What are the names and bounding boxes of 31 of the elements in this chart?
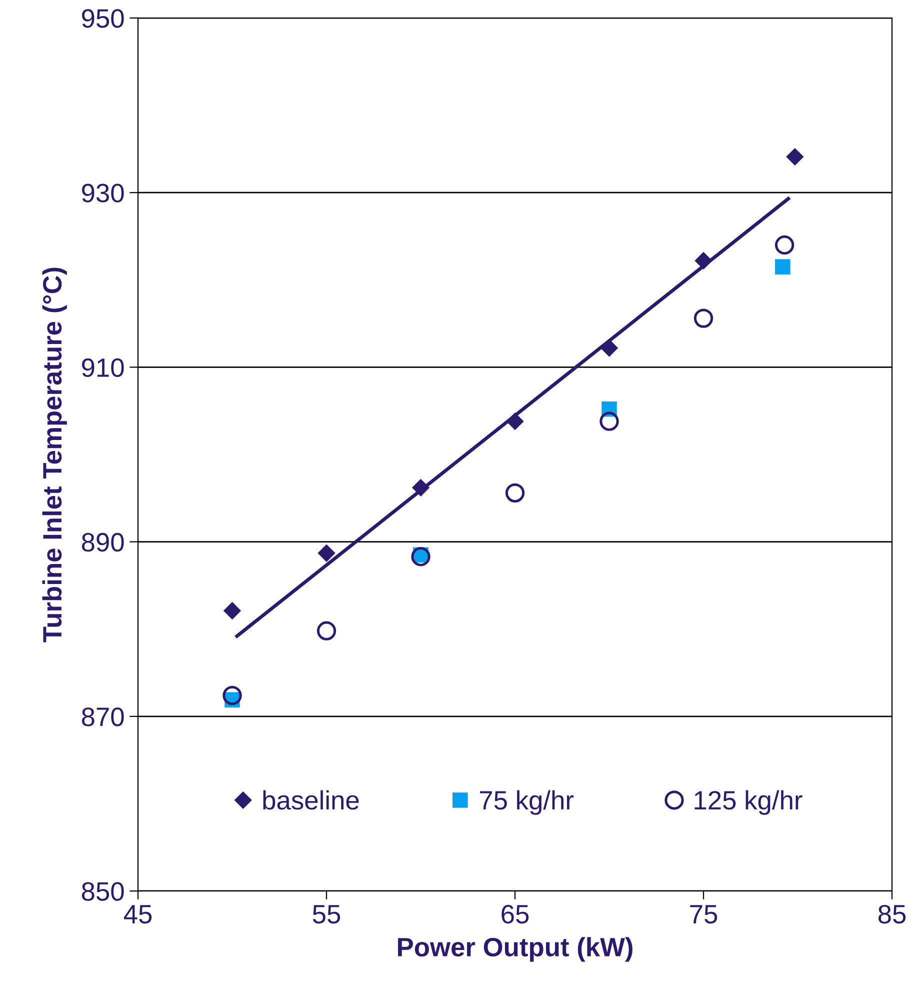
point	[600, 339, 618, 357]
y-tick-label: 950	[82, 9, 124, 28]
point	[774, 235, 794, 255]
y-tick-label: 930	[82, 184, 124, 202]
y-tick-label: 870	[82, 708, 124, 726]
x-tick-label: 75	[690, 905, 718, 924]
x-tick-label: 45	[124, 905, 152, 924]
point	[411, 547, 430, 566]
y-tick-label: 890	[82, 532, 124, 552]
x-tick-label: 65	[502, 904, 529, 924]
point	[318, 544, 336, 562]
point	[694, 252, 712, 270]
x-tick-label: 85	[878, 904, 906, 924]
legend-label: 75 kg/hr	[480, 790, 574, 815]
point	[600, 412, 619, 431]
y-tick-label: 910	[82, 358, 124, 378]
point	[506, 412, 524, 430]
legend-label: baseline	[263, 790, 359, 810]
x-axis-title: Power Output (kW)	[398, 937, 632, 962]
point	[786, 148, 804, 166]
legend-label: 125 kg/hr	[694, 790, 802, 815]
x-tick-label: 55	[312, 905, 340, 924]
point	[223, 602, 242, 620]
point	[505, 483, 525, 502]
point	[316, 621, 336, 640]
point	[222, 686, 242, 706]
point	[694, 308, 714, 328]
y-axis-title: Turbine Inlet Temperature (°C)	[42, 268, 67, 642]
point	[412, 478, 430, 497]
point	[775, 259, 790, 274]
y-tick-label: 850	[82, 882, 124, 901]
